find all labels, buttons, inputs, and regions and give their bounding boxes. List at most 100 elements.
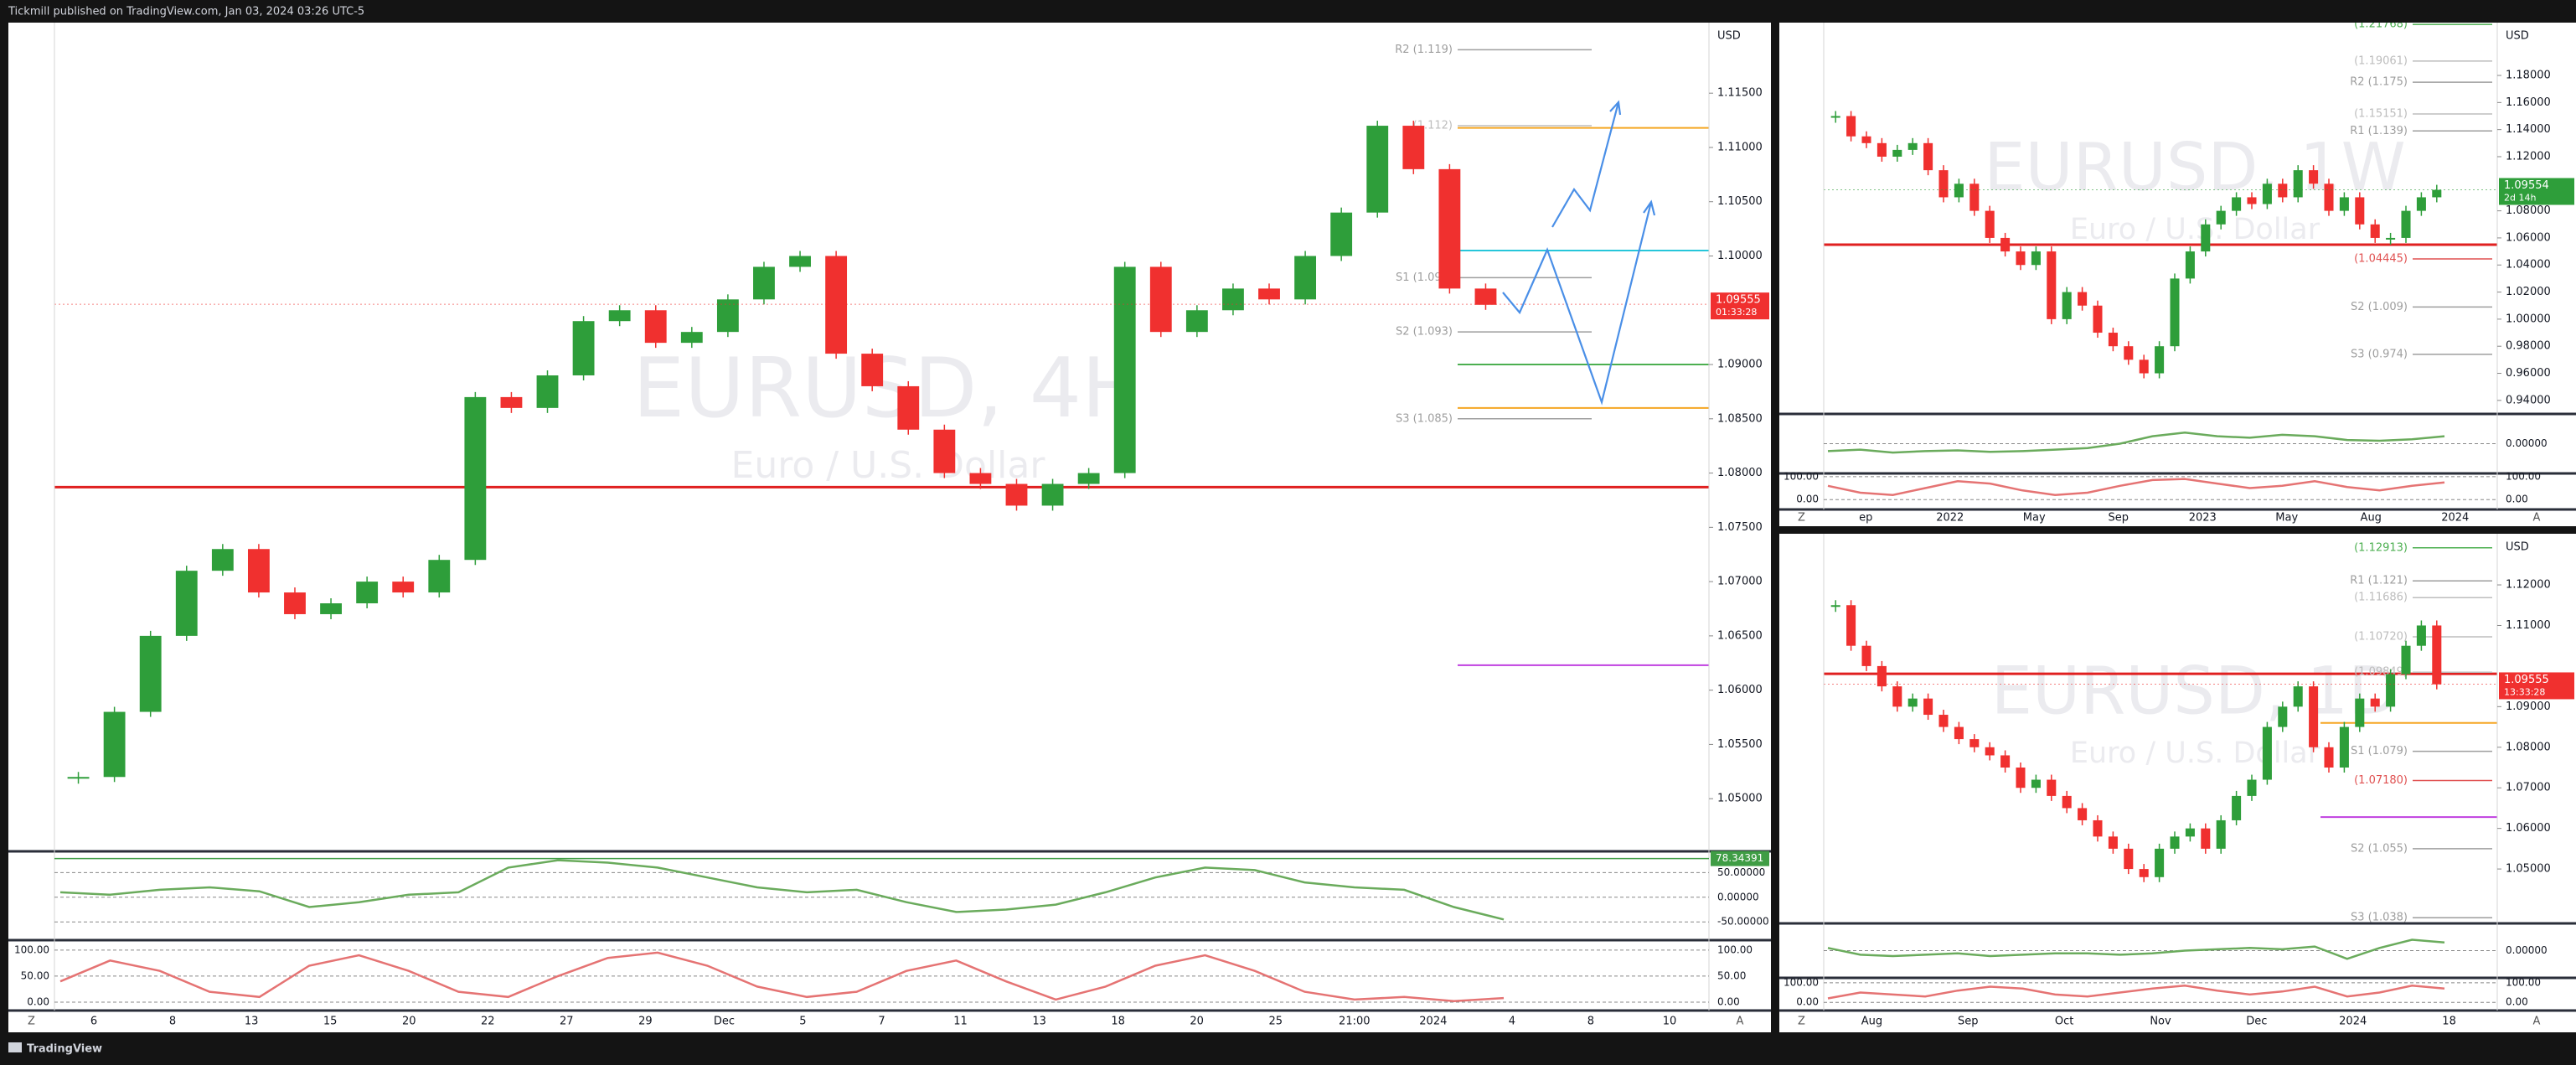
candle (2124, 848, 2134, 870)
pivot-label: S2 (1.055) (2351, 842, 2408, 855)
brand: TradingView (27, 1043, 102, 1056)
osc-tick-label: 100.00 (2506, 470, 2541, 482)
pivot-label: S3 (1.085) (1396, 412, 1453, 425)
candle (608, 310, 631, 322)
y-tick-label: 1.08000 (2506, 741, 2551, 753)
currency: USD (2506, 541, 2529, 554)
osc-tick-label: 100.00 (1717, 944, 1753, 955)
scale-button[interactable]: Z (1798, 512, 1805, 525)
candle (1258, 288, 1280, 300)
osc-tick-label-left: 0.00 (1796, 494, 1819, 505)
watermark-symbol: EURUSD, 1D (1991, 654, 2399, 729)
x-tick-label: 18 (2442, 1016, 2456, 1028)
panel-background (8, 23, 1771, 1032)
pivot-label: (1.09849) (2354, 666, 2408, 679)
osc-tick-label-left: 100.00 (1784, 470, 1819, 482)
candle (2108, 836, 2118, 849)
pivot-label: (1.07180) (2354, 774, 2408, 787)
x-tick-label: ep (1859, 512, 1872, 525)
candle (2247, 197, 2257, 204)
y-tick-label: 0.96000 (2506, 367, 2551, 380)
pivot-label: (1.21768) (2354, 18, 2408, 31)
candle (2078, 808, 2088, 820)
candle (1861, 136, 1871, 143)
candle (1954, 184, 1964, 198)
pivot-label: R2 (1.119) (1395, 44, 1453, 56)
currency: USD (2506, 30, 2529, 43)
candle (2185, 828, 2195, 837)
pivot-label: R2 (1.175) (2350, 76, 2408, 89)
candle (2216, 819, 2226, 849)
candle (2078, 292, 2088, 306)
x-tick-label: 20 (1190, 1016, 1204, 1028)
candle (1985, 210, 1995, 238)
candle (1938, 170, 1949, 198)
pivot-label: (1.11686) (2354, 592, 2408, 604)
candle (2416, 625, 2426, 646)
countdown-label: 2d 14h (2504, 193, 2536, 204)
watermark-description: Euro / U.S. Dollar (731, 444, 1046, 487)
candle (2139, 869, 2149, 877)
candle (2293, 686, 2303, 707)
brand-logo (8, 1042, 22, 1052)
scale-button[interactable]: A (2533, 512, 2541, 525)
candle (825, 256, 848, 354)
scale-button[interactable]: A (2533, 1016, 2541, 1028)
osc-tick-label: 0.00000 (2506, 944, 2548, 956)
x-tick-label: Sep (2108, 512, 2129, 525)
candle (1474, 288, 1497, 305)
watermark-symbol: EURUSD, 4H (632, 341, 1143, 437)
candle (2170, 836, 2180, 849)
osc-tick-label-left: 0.00 (27, 996, 49, 1008)
y-tick-label: 1.18000 (2506, 70, 2551, 82)
y-tick-label: 1.11000 (1717, 141, 1763, 153)
x-tick-label: Sep (1958, 1016, 1979, 1028)
candle (2278, 706, 2288, 727)
osc-tick-label: 0.00000 (2506, 437, 2548, 449)
candle (716, 299, 739, 333)
candle (1222, 288, 1244, 311)
osc-tick-label: 50.00000 (1717, 866, 1765, 878)
candle (1969, 184, 1980, 211)
y-tick-label: 1.08000 (2506, 204, 2551, 217)
candle (2370, 698, 2380, 707)
candle (2370, 224, 2380, 238)
scale-button[interactable]: Z (1798, 1016, 1805, 1028)
candle (2139, 359, 2149, 374)
y-tick-label: 1.12000 (2506, 579, 2551, 592)
currency: USD (1717, 30, 1741, 43)
pivot-label: (1.04445) (2354, 253, 2408, 266)
osc-line (1827, 431, 2445, 454)
panel-background (1779, 23, 2576, 526)
candle (2047, 251, 2057, 319)
candle (1330, 212, 1353, 256)
candle (2185, 251, 2195, 279)
candle (428, 560, 451, 593)
scale-button[interactable]: A (1737, 1016, 1744, 1028)
candle (1907, 698, 1918, 707)
y-tick-label: 1.07000 (1717, 576, 1763, 588)
scale-button[interactable]: Z (28, 1016, 35, 1028)
x-tick-label: 8 (169, 1016, 176, 1028)
candle (2216, 210, 2226, 225)
osc-tick-label: 0.00000 (1717, 891, 1759, 902)
last-price-label: 1.09555 (2504, 674, 2549, 686)
candle (2432, 189, 2442, 198)
y-tick-label: 1.02000 (2506, 286, 2551, 298)
x-tick-label: Aug (1861, 1016, 1882, 1028)
osc-line (59, 951, 1505, 1003)
candle (103, 711, 126, 778)
watermark-description: Euro / U.S. Dollar (2070, 737, 2320, 770)
projection-path (1502, 201, 1653, 406)
candle (175, 571, 198, 636)
candle (1938, 715, 1949, 727)
osc-tick-label-left: 50.00 (21, 969, 49, 981)
x-tick-label: 20 (402, 1016, 416, 1028)
candle (2386, 674, 2396, 707)
candle (1830, 116, 1840, 118)
countdown-label: 13:33:28 (2504, 686, 2545, 697)
y-tick-label: 1.08500 (1717, 412, 1763, 425)
pivot-label: R1 (1.121) (2350, 575, 2408, 587)
projection (1502, 100, 1656, 406)
